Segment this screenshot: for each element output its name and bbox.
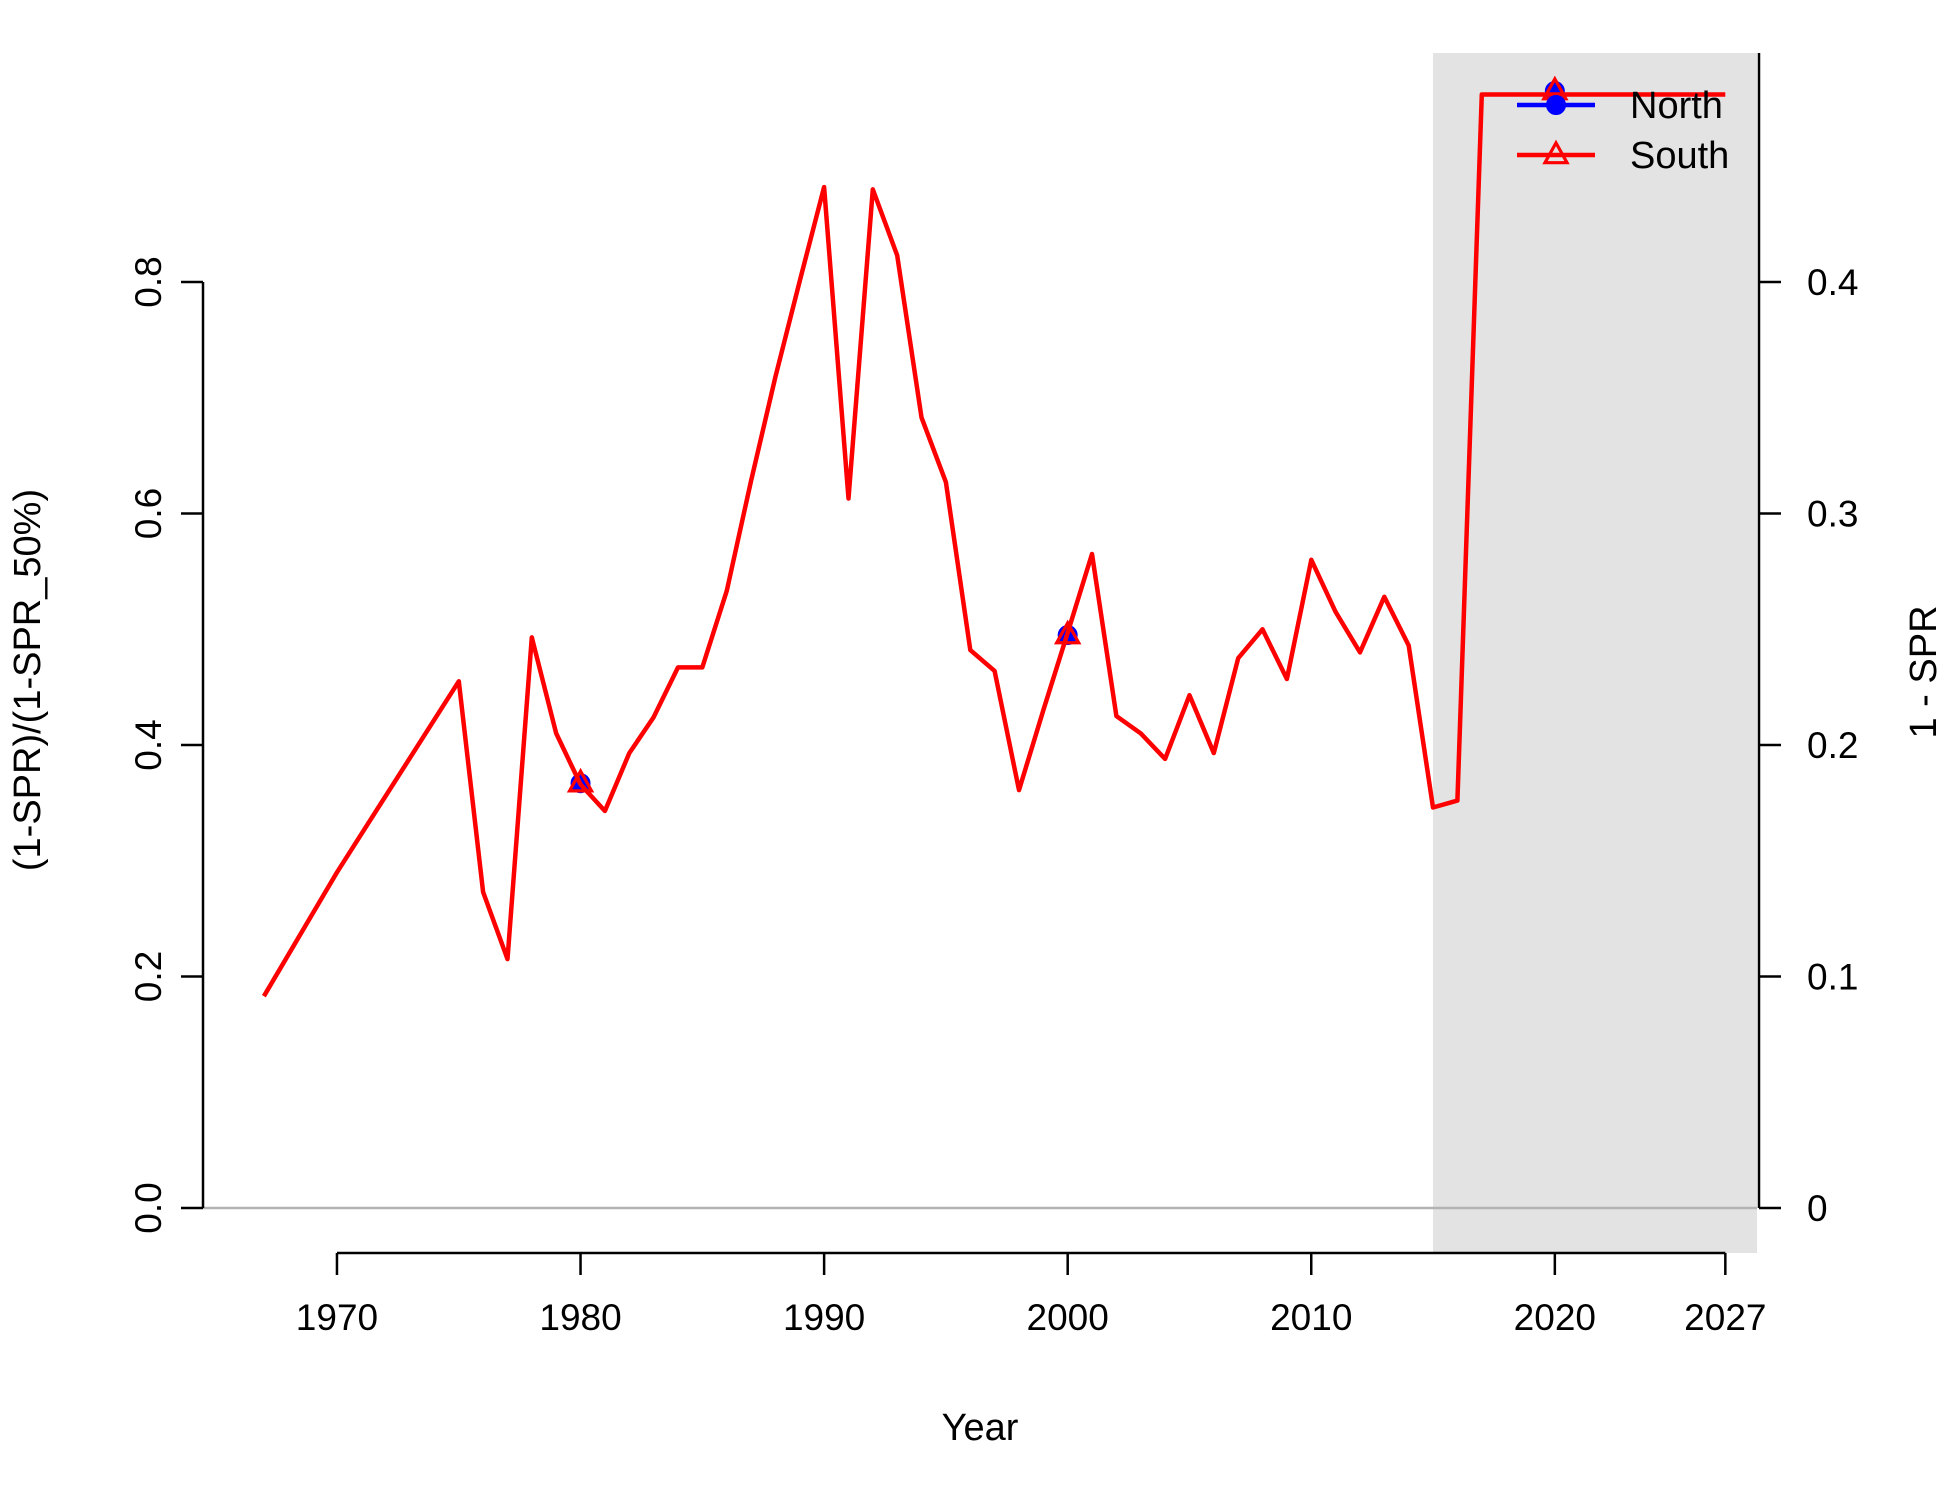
x-tick-label-3: 2000 <box>1027 1297 1109 1338</box>
left-tick-label-0: 0.0 <box>128 1182 169 1233</box>
x-tick-label-0: 1970 <box>296 1297 378 1338</box>
x-tick-label-4: 2010 <box>1270 1297 1352 1338</box>
x-tick-label-1: 1980 <box>539 1297 621 1338</box>
legend-label-north: North <box>1630 85 1723 127</box>
x-tick-label-5: 2020 <box>1514 1297 1596 1338</box>
legend-marker-north <box>1546 95 1566 115</box>
marker-south-0 <box>566 767 595 793</box>
forecast-region <box>1433 53 1757 1253</box>
series-layer <box>261 75 1726 998</box>
right-tick-label-0: 0 <box>1807 1188 1828 1229</box>
right-tick-label-4: 0.4 <box>1807 262 1858 303</box>
left-tick-label-4: 0.8 <box>128 256 169 307</box>
left-tick-label-2: 0.4 <box>128 719 169 770</box>
right-axis-title: 1 - SPR <box>1903 605 1945 738</box>
series-line-south <box>261 92 1726 998</box>
right-tick-label-2: 0.2 <box>1807 725 1858 766</box>
legend-marker-south <box>1542 139 1570 165</box>
marker-south-1 <box>1053 619 1082 645</box>
background-layer <box>203 53 1757 1253</box>
legend: North South <box>1517 85 1729 177</box>
axes-layer: 0.0 0.2 0.4 0.6 0.8 0 0.1 0.2 0.3 0.4 1970 1980 1990… <box>128 53 1858 1338</box>
x-axis-title: Year <box>942 1407 1019 1449</box>
x-tick-label-2: 1990 <box>783 1297 865 1338</box>
right-tick-label-1: 0.1 <box>1807 957 1858 998</box>
legend-label-south: South <box>1630 135 1729 177</box>
y-axis-title: (1-SPR)/(1-SPR_50%) <box>7 489 49 871</box>
left-tick-label-3: 0.6 <box>128 488 169 539</box>
left-tick-label-1: 0.2 <box>128 951 169 1002</box>
x-tick-label-6: 2027 <box>1684 1297 1766 1338</box>
right-tick-label-3: 0.3 <box>1807 494 1858 535</box>
